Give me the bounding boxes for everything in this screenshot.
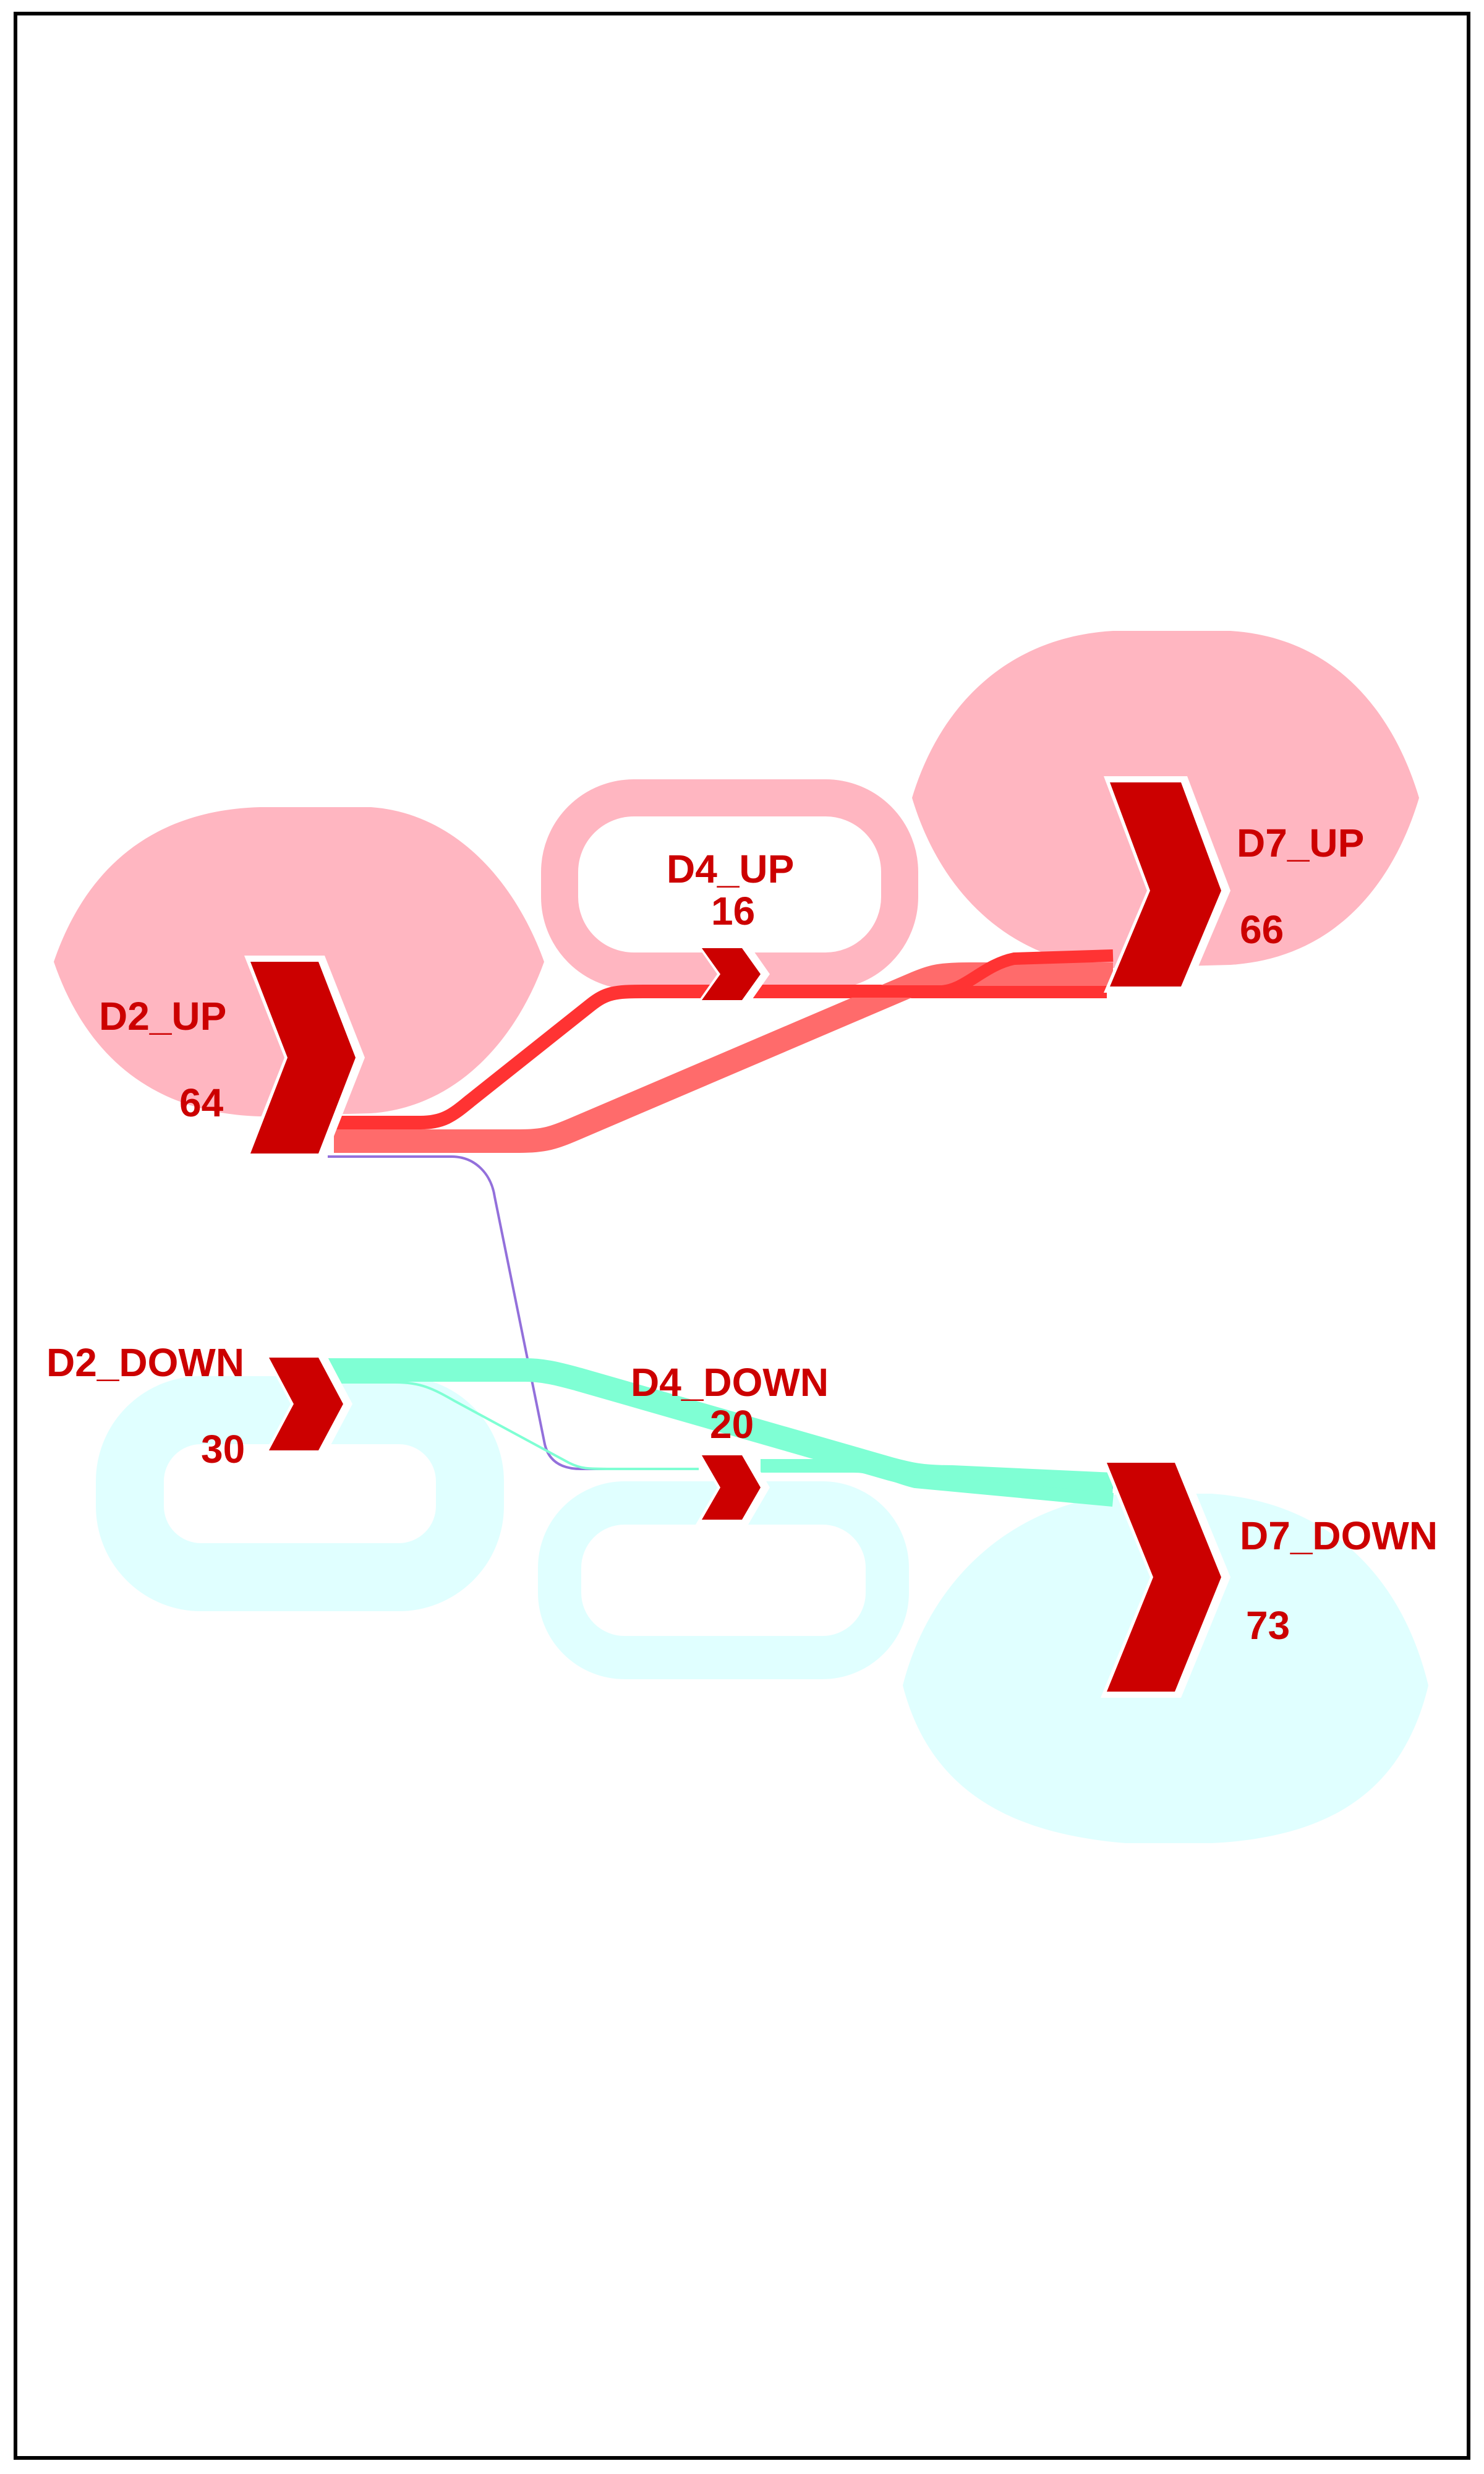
d7-up-chevron-icon [1110, 782, 1221, 987]
d2-up-node [244, 956, 365, 1160]
d2-down-label: D2_DOWN [46, 1340, 244, 1385]
link-d4-up-to-d7-up [761, 949, 1114, 998]
d2-down-chevron-icon [269, 1358, 343, 1450]
link-d2-up-to-d4-up [334, 985, 1107, 1129]
link-d2-down-to-d4-down [328, 1381, 699, 1470]
d2-up-label: D2_UP [99, 994, 226, 1038]
d4-up-node [696, 943, 770, 1005]
link-d2-up-to-d7-up [334, 962, 1113, 1153]
link-d2-up-to-d4-down [328, 1155, 699, 1470]
diagram-frame [14, 12, 1470, 2460]
d4-up-value: 16 [711, 889, 755, 933]
d2-down-value: 30 [201, 1427, 245, 1471]
d7-down-chevron-icon [1107, 1463, 1221, 1692]
d7-up-label: D7_UP [1237, 821, 1364, 865]
d4-down-value: 20 [710, 1402, 754, 1447]
d2-down-node [263, 1351, 352, 1457]
d7-up-value: 66 [1240, 907, 1284, 952]
d4-up-chevron-icon [702, 948, 761, 1000]
d7-up-node [1104, 776, 1230, 993]
d4-up-label: D4_UP [667, 847, 794, 891]
d7-down-value: 73 [1246, 1603, 1290, 1648]
d7-down-node [1101, 1457, 1230, 1698]
d7-down-label: D7_DOWN [1240, 1513, 1438, 1558]
d4-down-chevron-icon [702, 1455, 761, 1520]
d2-up-chevron-icon [250, 962, 356, 1154]
d4-down-label: D4_DOWN [631, 1360, 829, 1405]
d2-up-value: 64 [179, 1081, 224, 1125]
link-d4-down-to-d7-down [761, 1459, 1114, 1507]
d4-down-node [696, 1450, 770, 1525]
